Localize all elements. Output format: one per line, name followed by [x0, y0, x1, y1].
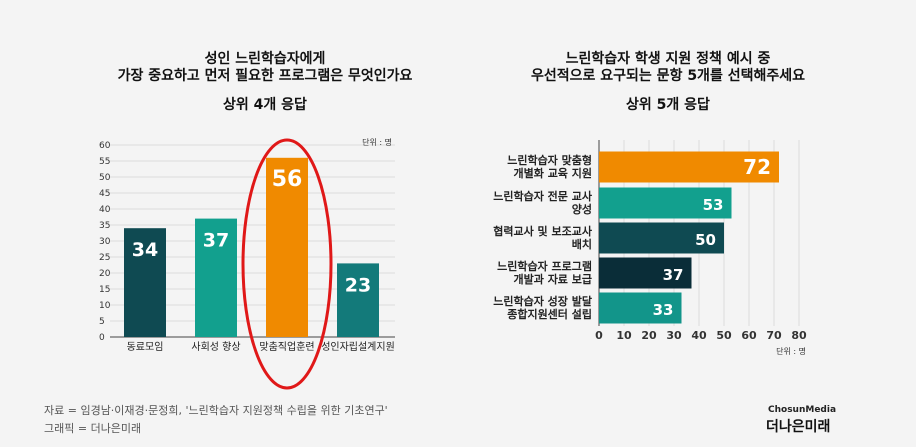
brand-logo-text: 더나은미래 [766, 419, 831, 435]
right-x-tick-label: 60 [741, 329, 757, 342]
right-chart-title-line-1: 느린학습자 학생 지원 정책 예시 중 [565, 51, 771, 67]
right-bar [599, 257, 692, 289]
left-y-tick-label: 25 [99, 253, 110, 263]
right-chart-subtitle: 상위 5개 응답 [626, 97, 710, 113]
left-y-tick-label: 35 [99, 221, 110, 231]
right-bar-value-label: 37 [663, 266, 684, 284]
right-y-category-label: 느린학습자 맞춤형 [507, 153, 592, 167]
right-y-category-label: 종합지원센터 설립 [507, 307, 592, 321]
left-bar-chart: 0 5 10 15 20 25 30 35 40 45 50 55 60 단위 : 명 34 동료모임 37 사회… [99, 137, 395, 390]
right-y-category-label: 개발과 자료 보급 [514, 272, 593, 286]
right-bar [599, 292, 682, 324]
left-bar-value-label: 56 [272, 167, 303, 192]
left-y-tick-label: 40 [99, 205, 111, 215]
left-chart-title-line-2: 가장 중요하고 먼저 필요한 프로그램은 무엇인가요 [117, 68, 413, 84]
right-x-tick-label: 50 [716, 329, 732, 342]
graphic-credit: 그래픽 = 더나은미래 [44, 422, 142, 435]
left-bar [337, 263, 379, 337]
left-y-tick-label: 5 [99, 317, 105, 327]
left-bar [195, 218, 237, 337]
right-y-category-label: 느린학습자 전문 교사 [493, 189, 593, 203]
right-chart-title-line-2: 우선적으로 요구되는 문항 5개를 선택해주세요 [531, 68, 805, 84]
right-x-tick-label: 30 [666, 329, 682, 342]
left-bar-value-label: 23 [345, 274, 371, 296]
left-bar-value-label: 34 [132, 239, 158, 261]
right-x-tick-label: 0 [595, 329, 603, 342]
left-chart-title: 성인 느린학습자에게 가장 중요하고 먼저 필요한 프로그램은 무엇인가요 [60, 51, 470, 85]
left-x-category-label: 사회성 향상 [191, 341, 240, 353]
left-y-tick-label: 55 [99, 157, 110, 167]
right-chart-title: 느린학습자 학생 지원 정책 예시 중 우선적으로 요구되는 문항 5개를 선택… [468, 51, 868, 85]
right-x-tick-label: 70 [766, 329, 782, 342]
brand-publisher: ChosunMedia [768, 405, 837, 415]
left-x-category-label: 동료모임 [127, 340, 164, 353]
right-y-category-label: 개별화 교육 지원 [514, 166, 593, 180]
left-bar [124, 228, 166, 337]
left-y-tick-label: 10 [99, 301, 111, 311]
left-y-tick-label: 45 [99, 189, 110, 199]
left-y-tick-label: 0 [99, 333, 105, 343]
left-x-category-label: 성인자립설계지원 [321, 340, 395, 353]
right-x-tick-label: 80 [791, 329, 807, 342]
source-note: 자료 = 임경남·이재경·문정희, '느린학습자 지원정책 수립을 위한 기초연… [44, 404, 388, 417]
right-bar [599, 151, 779, 183]
right-y-category-label: 양성 [572, 202, 592, 216]
left-y-tick-label: 60 [99, 141, 111, 151]
left-bar-value-label: 37 [203, 230, 229, 252]
left-chart-title-line-1: 성인 느린학습자에게 [204, 51, 326, 67]
right-bar-value-label: 33 [653, 301, 674, 319]
right-bar [599, 187, 732, 219]
left-x-category-label: 맞춤직업훈련 [259, 340, 314, 353]
left-chart-subtitle: 상위 4개 응답 [223, 97, 307, 113]
left-y-tick-label: 20 [99, 269, 111, 279]
right-unit-label: 단위 : 명 [776, 346, 806, 356]
right-bar [599, 222, 724, 254]
highlight-circle [241, 138, 333, 390]
left-bar [266, 157, 308, 337]
right-bar-value-label: 72 [743, 155, 771, 179]
right-y-category-label: 배치 [572, 237, 592, 251]
right-x-tick-label: 10 [616, 329, 632, 342]
left-y-tick-label: 30 [99, 237, 111, 247]
right-y-category-label: 느린학습자 프로그램 [497, 259, 592, 273]
right-bar-value-label: 50 [695, 231, 716, 249]
right-y-category-label: 협력교사 및 보조교사 [493, 224, 593, 238]
left-y-tick-label: 15 [99, 285, 110, 295]
right-x-tick-label: 20 [641, 329, 657, 342]
left-y-tick-label: 50 [99, 173, 111, 183]
right-y-category-label: 느린학습자 성장 발달 [493, 294, 592, 308]
right-bar-value-label: 53 [703, 196, 724, 214]
left-unit-label: 단위 : 명 [362, 137, 392, 147]
right-x-tick-label: 40 [691, 329, 707, 342]
